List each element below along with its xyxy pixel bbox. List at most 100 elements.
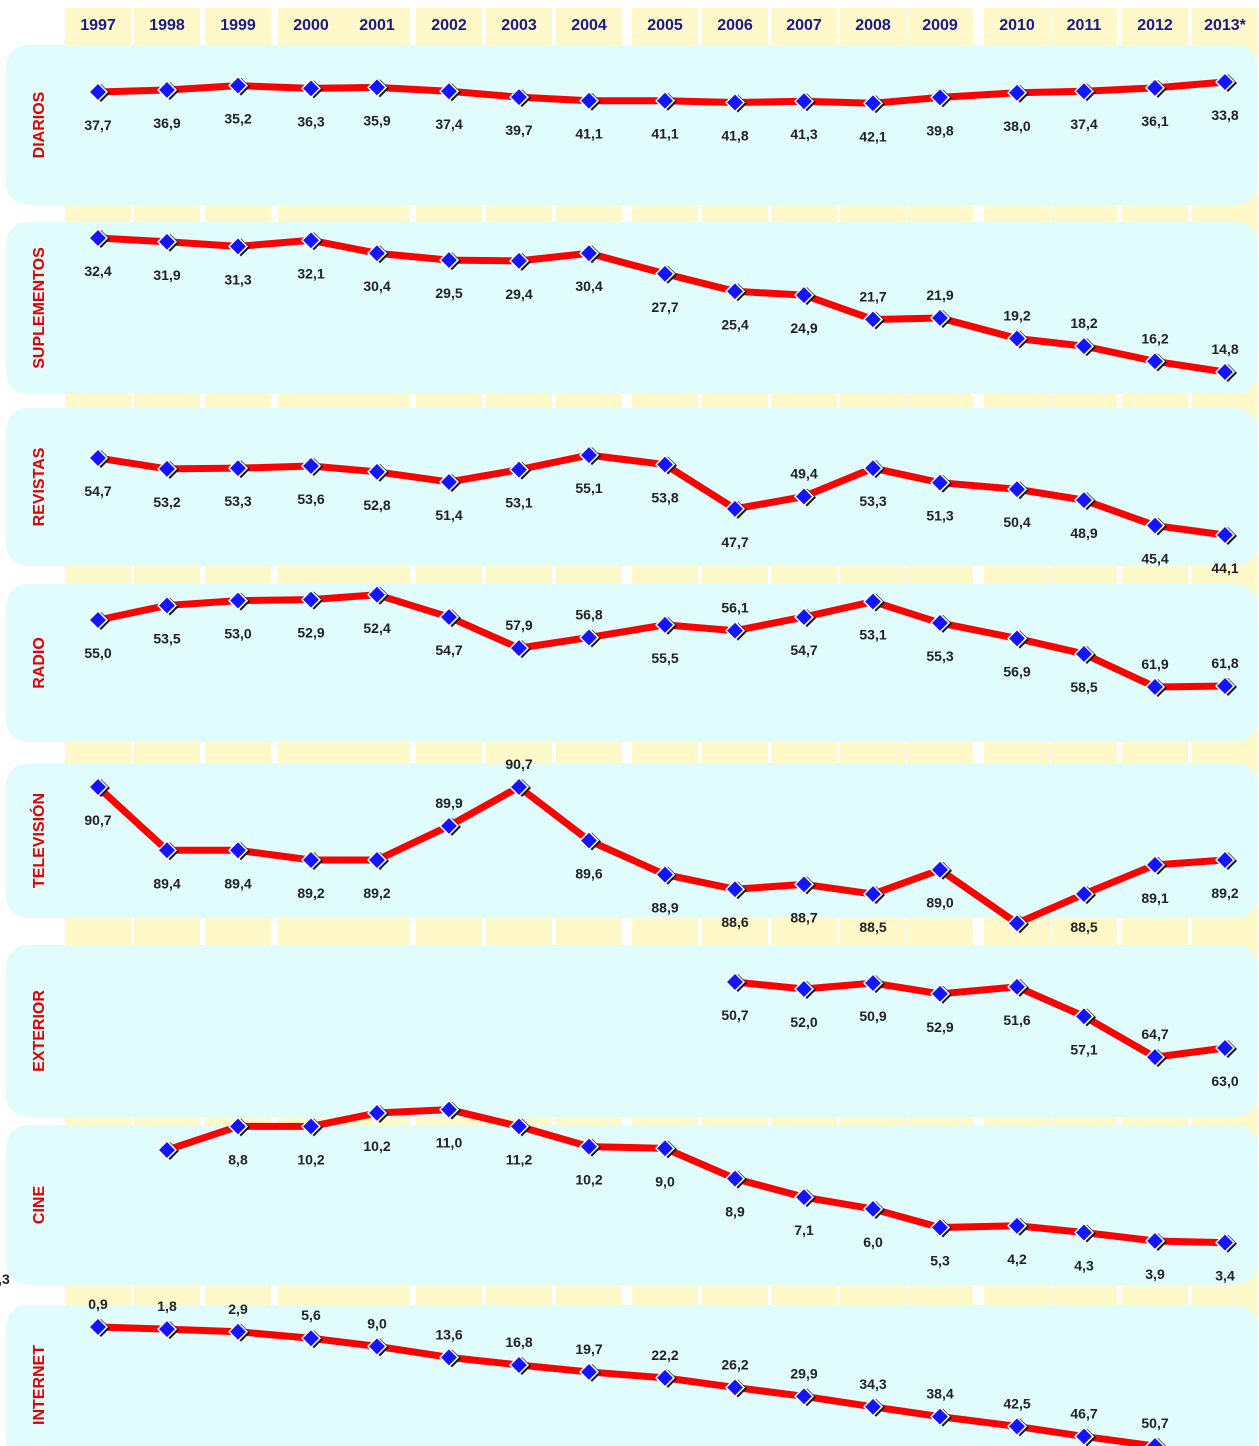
- data-label-cine-2002: 11,2: [506, 1151, 533, 1167]
- marker-internet-2008: [862, 1396, 884, 1417]
- data-label-cine-2013: 3,3: [0, 1271, 10, 1287]
- marker-cine-2009: [1006, 1215, 1028, 1236]
- marker-radio-2002: [438, 607, 460, 628]
- marker-diarios-2005: [654, 90, 676, 111]
- marker-diarios-2007: [793, 91, 815, 112]
- data-label-diarios-2000: 36,3: [297, 113, 324, 129]
- marker-diarios-2003: [508, 87, 530, 108]
- marker-revistas-2006: [724, 498, 746, 519]
- marker-diarios-2012: [1144, 77, 1166, 98]
- data-label-cine-1998: 8,8: [228, 1151, 248, 1167]
- data-label-radio-2002: 54,7: [435, 642, 462, 658]
- marker-radio-2006: [724, 620, 746, 641]
- marker-diarios-1999: [227, 75, 249, 96]
- marker-television-2005: [654, 864, 676, 885]
- data-label-internet-2004: 19,7: [575, 1341, 602, 1357]
- panel-television: TELEVISIÓN 90,7 89,4 89,4 89,2 89,2 89,9 90,7 89…: [6, 756, 1258, 964]
- data-label-diarios-2007: 41,3: [790, 126, 817, 142]
- marker-television-2003: [508, 776, 530, 798]
- data-label-revistas-2013: 44,1: [1211, 560, 1238, 576]
- data-label-radio-2001: 52,4: [363, 620, 390, 636]
- marker-revistas-2008: [862, 458, 884, 479]
- data-label-diarios-2012: 36,1: [1141, 113, 1168, 129]
- panel-cine-background: [6, 1125, 1258, 1285]
- data-label-diarios-2011: 37,4: [1070, 116, 1097, 132]
- marker-radio-2001: [366, 584, 388, 605]
- panel-television-background: [6, 763, 1258, 918]
- marker-television-1998: [156, 840, 178, 861]
- series-line-exterior: [731, 978, 1229, 1061]
- year-label-2002: 2002: [431, 17, 467, 34]
- data-label-internet-2012: 50,7: [1141, 1415, 1168, 1431]
- year-label-2010: 2010: [999, 17, 1035, 34]
- data-label-cine-2012: 3,4: [1215, 1268, 1235, 1284]
- data-label-suplementos-2005: 27,7: [651, 299, 678, 315]
- data-label-diarios-2002: 37,4: [435, 116, 462, 132]
- data-label-internet-2010: 42,5: [1003, 1395, 1030, 1411]
- marker-radio-2012: [1144, 676, 1166, 698]
- data-label-diarios-2010: 38,0: [1003, 118, 1030, 134]
- marker-radio-2004: [578, 627, 600, 648]
- marker-cine-2004: [654, 1138, 676, 1159]
- panel-title-revistas: REVISTAS: [31, 447, 48, 526]
- data-label-radio-2005: 55,5: [651, 650, 678, 666]
- panel-suplementos: SUPLEMENTOS 32,4 31,9 31,3 32,1 30,4 29,5 29,4 3…: [6, 222, 1258, 394]
- data-label-diarios-2004: 41,1: [575, 126, 602, 142]
- marker-revistas-1999: [227, 458, 249, 479]
- marker-revistas-2007: [793, 486, 815, 507]
- marker-radio-2000: [300, 589, 322, 610]
- marker-television-1999: [227, 840, 249, 861]
- marker-radio-2013: [1214, 675, 1236, 697]
- marker-cine-2003: [578, 1136, 600, 1157]
- marker-revistas-2011: [1073, 490, 1095, 511]
- data-label-suplementos-2010: 19,2: [1003, 308, 1030, 324]
- year-label-2007: 2007: [786, 17, 822, 34]
- data-label-diarios-2003: 39,7: [505, 122, 532, 138]
- data-label-television-1999: 89,4: [224, 875, 251, 891]
- data-label-revistas-2008: 53,3: [859, 493, 886, 509]
- marker-revistas-2009: [929, 472, 951, 493]
- data-label-exterior-2009: 52,9: [926, 1019, 953, 1035]
- data-label-diarios-2005: 41,1: [651, 126, 678, 142]
- marker-revistas-1998: [156, 458, 178, 479]
- data-label-suplementos-2013: 14,8: [1211, 341, 1238, 357]
- data-label-suplementos-2011: 18,2: [1070, 315, 1097, 331]
- year-label-2006: 2006: [717, 17, 753, 34]
- marker-cine-2000: [366, 1102, 388, 1124]
- data-label-internet-1999: 2,9: [228, 1301, 248, 1317]
- data-label-diarios-1997: 37,7: [84, 117, 111, 133]
- marker-suplementos-2012: [1144, 351, 1166, 372]
- marker-revistas-2004: [578, 445, 600, 466]
- data-label-television-2013: 89,2: [1211, 885, 1238, 901]
- data-label-exterior-2010: 51,6: [1003, 1012, 1030, 1028]
- data-label-suplementos-1998: 31,9: [153, 267, 180, 283]
- data-label-internet-2002: 13,6: [435, 1326, 462, 1342]
- marker-cine-1997: [156, 1139, 178, 1161]
- marker-cine-2011: [1144, 1230, 1166, 1252]
- marker-exterior-2010: [1006, 976, 1028, 997]
- data-label-internet-2011: 46,7: [1070, 1405, 1097, 1421]
- year-label-2005: 2005: [647, 17, 683, 34]
- data-label-television-2000: 89,2: [297, 885, 324, 901]
- marker-television-2008: [862, 884, 884, 905]
- marker-revistas-2012: [1144, 515, 1166, 536]
- marker-cine-2006: [793, 1187, 815, 1208]
- marker-revistas-2005: [654, 454, 676, 475]
- data-label-exterior-2011: 57,1: [1070, 1041, 1097, 1057]
- data-label-cine-2000: 10,2: [363, 1138, 390, 1154]
- marker-diarios-2001: [366, 77, 388, 98]
- marker-internet-2009: [929, 1406, 951, 1427]
- data-label-revistas-2001: 52,8: [363, 497, 390, 513]
- series-line-cine: [163, 1106, 1229, 1247]
- data-label-revistas-2010: 50,4: [1003, 514, 1030, 530]
- panel-cine: CINE 8,8 10,2 10,2 11,0 11,2 10,2 9,0 8,9 7,1 6,0 5…: [0, 1101, 1258, 1287]
- data-label-internet-2008: 34,3: [859, 1376, 886, 1392]
- year-label-1997: 1997: [80, 17, 116, 34]
- marker-diarios-1997: [87, 81, 109, 103]
- data-label-radio-1997: 55,0: [84, 645, 111, 661]
- data-label-diarios-2013: 33,8: [1211, 107, 1238, 123]
- year-label-2000: 2000: [293, 17, 329, 34]
- data-label-radio-2011: 58,5: [1070, 679, 1097, 695]
- data-label-television-2003: 90,7: [505, 756, 532, 772]
- marker-internet-2007: [793, 1386, 815, 1407]
